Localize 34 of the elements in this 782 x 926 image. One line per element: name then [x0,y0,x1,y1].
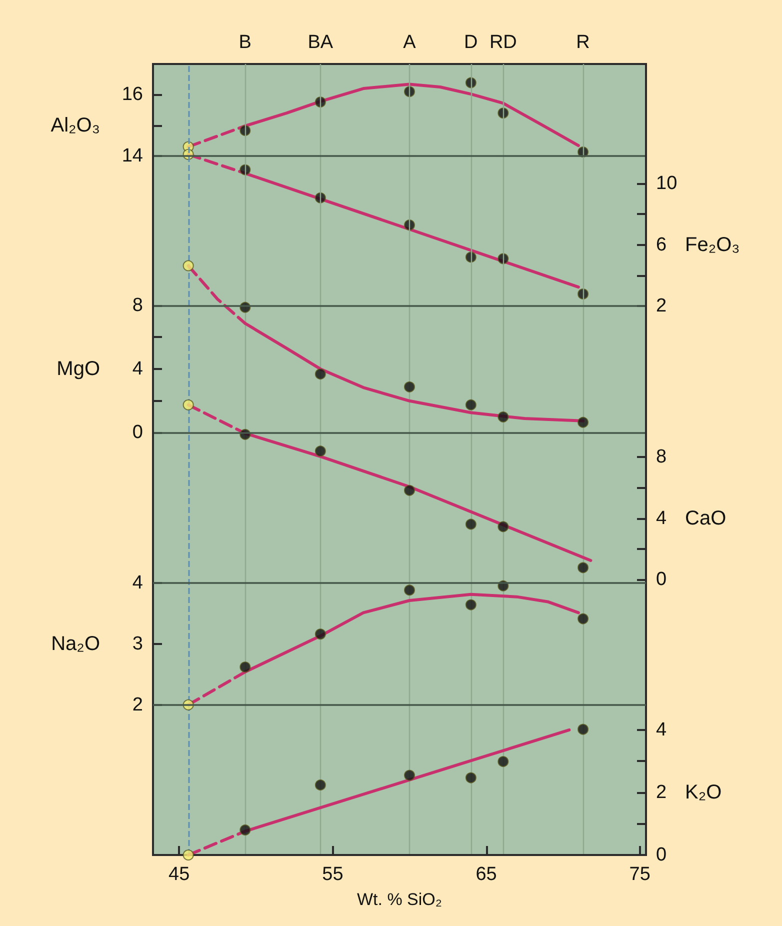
ref-line-label: A [403,32,416,53]
y-axis-title: Na₂O [51,632,100,655]
y2-tick-label: 2 [656,782,667,803]
ref-line-label: R [576,32,590,53]
y2-tick-label: 2 [656,296,667,317]
x-tick-label: 45 [168,864,190,885]
x-tick-label: 55 [322,864,344,885]
y-tick-label: 4 [132,358,144,380]
y2-tick-label: 4 [656,719,667,740]
y2-tick-label: 0 [656,844,667,866]
y2-axis-title: K₂O [685,781,722,804]
y-tick-label: 8 [132,294,143,316]
x-tick-label: 65 [476,864,497,885]
y2-axis-title: Fe₂O₃ [685,234,740,256]
ref-line-label: RD [489,32,517,53]
y-tick-label: 4 [132,572,144,594]
ref-line-label: BA [308,32,334,53]
y2-tick-label: 10 [656,173,678,194]
y2-axis-title: CaO [685,507,726,530]
y-tick-label: 16 [122,84,143,106]
y-tick-label: 3 [132,633,143,654]
y2-tick-label: 8 [656,446,667,468]
y2-tick-label: 4 [656,508,667,529]
y-axis-title: MgO [56,358,100,380]
ref-line-label: B [238,32,252,53]
y-tick-label: 14 [122,145,144,166]
y2-tick-label: 6 [656,234,667,256]
y2-tick-label: 0 [656,569,667,590]
ref-line-label: D [464,32,478,53]
y-tick-label: 0 [132,422,143,443]
y-tick-label: 2 [132,694,143,716]
x-tick-label: 75 [629,864,650,885]
x-axis-title: Wt. % SiO₂ [357,890,442,909]
y-axis-title: Al₂O₃ [50,114,100,136]
